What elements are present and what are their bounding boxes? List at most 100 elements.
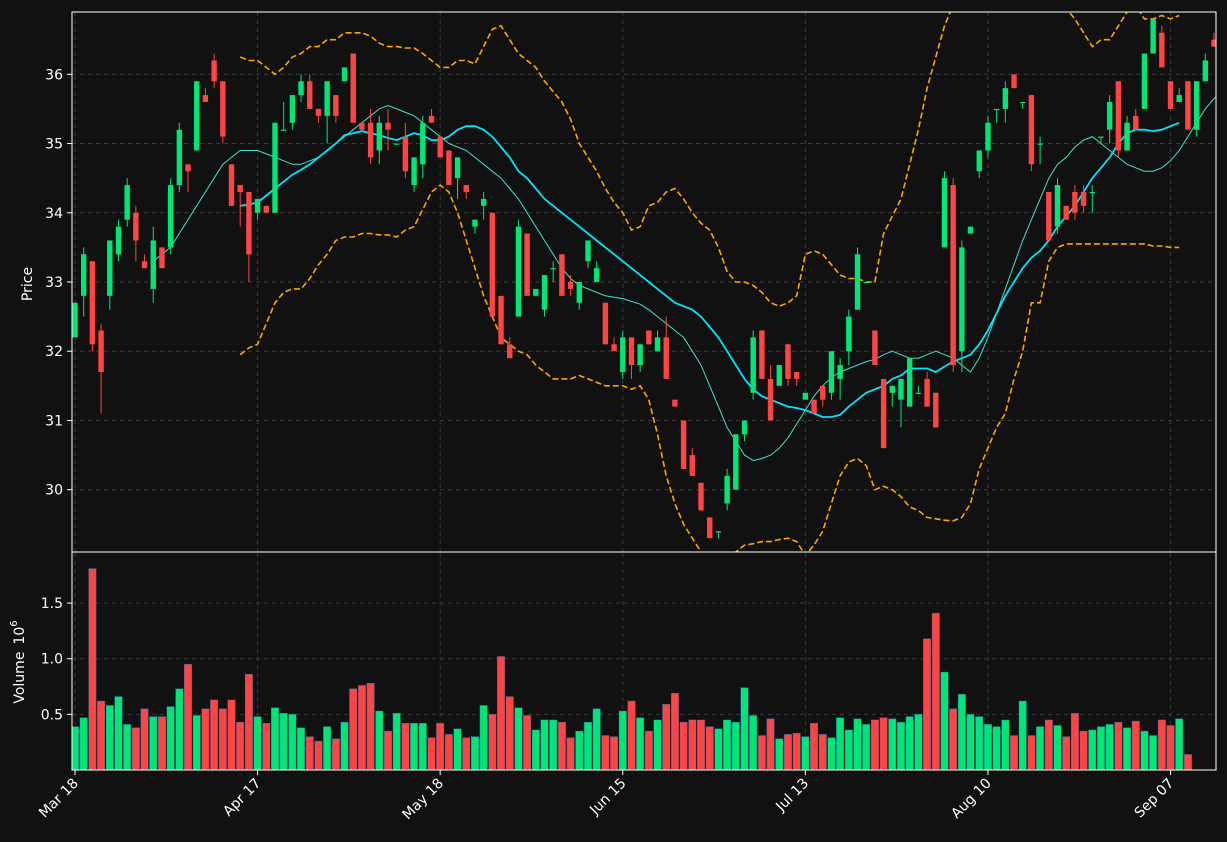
- volume-bar: [662, 704, 671, 770]
- volume-bar: [1175, 718, 1184, 770]
- candle-body: [1054, 185, 1061, 227]
- candle-body: [593, 268, 600, 282]
- volume-bar: [114, 696, 123, 770]
- volume-bar: [323, 726, 332, 770]
- candle-body: [1141, 53, 1148, 109]
- candle-body: [576, 282, 582, 303]
- volume-bar: [340, 721, 349, 770]
- candle-body: [724, 475, 730, 504]
- candle-body: [446, 150, 452, 186]
- bollinger-lower-line: [239, 184, 1180, 552]
- volume-bar: [966, 714, 975, 770]
- candle-body: [715, 531, 722, 533]
- candle-body: [524, 233, 530, 296]
- volume-bar: [940, 671, 949, 770]
- candle-body: [567, 282, 574, 289]
- candle-body: [811, 399, 817, 414]
- volume-bar: [844, 729, 853, 770]
- volume-bar: [262, 723, 271, 770]
- volume-bar: [444, 734, 453, 770]
- volume-bar: [905, 716, 914, 770]
- candle-body: [628, 337, 635, 366]
- volume-bar: [757, 735, 766, 770]
- price-y-ticks: 30 31 32 33 34 35 36: [45, 67, 72, 499]
- candle-body: [889, 385, 895, 393]
- candle-body: [646, 330, 652, 345]
- candle-body: [1098, 136, 1104, 138]
- candle-body: [402, 136, 409, 172]
- candle-body: [272, 122, 278, 213]
- candle-body: [246, 192, 252, 255]
- candle-body: [237, 185, 243, 192]
- candle-body: [185, 164, 191, 172]
- candle-body: [1106, 102, 1113, 130]
- volume-bar: [1097, 726, 1105, 770]
- volume-panel-frame: [71, 551, 1217, 771]
- candle-body: [202, 95, 209, 102]
- candle-body: [133, 212, 139, 241]
- volume-bar: [1088, 729, 1097, 770]
- volume-bar: [1027, 735, 1036, 770]
- volume-bar: [314, 740, 323, 770]
- volume-bar: [540, 719, 549, 770]
- volume-bar: [601, 735, 610, 770]
- candle-body: [489, 212, 496, 317]
- volume-bar: [479, 705, 488, 770]
- volume-bar: [279, 713, 288, 770]
- candle-body: [1080, 192, 1087, 206]
- candle-body: [454, 157, 461, 179]
- candle-body: [315, 108, 322, 116]
- volume-axis-label: Volume: [12, 652, 28, 704]
- volume-bar: [1070, 713, 1079, 770]
- candle-body: [906, 358, 913, 407]
- volume-bar: [575, 730, 584, 770]
- volume-bar: [497, 656, 505, 770]
- volume-bar: [731, 721, 740, 770]
- volume-bar: [253, 716, 262, 770]
- volume-bar: [131, 727, 140, 770]
- volume-bar: [514, 707, 523, 770]
- volume-bar: [1044, 719, 1053, 770]
- volume-tick-label: 1.5: [41, 596, 63, 612]
- candle-body: [620, 337, 626, 372]
- candle-body: [507, 344, 513, 359]
- candle-body: [985, 122, 991, 151]
- volume-bar: [853, 718, 862, 770]
- candle-body: [707, 517, 713, 539]
- candle-body: [89, 261, 96, 345]
- candle-body: [1089, 192, 1095, 194]
- volume-bar: [931, 612, 940, 770]
- candle-body: [741, 420, 748, 435]
- volume-bar: [523, 715, 532, 770]
- indicator-lines: [152, 12, 1216, 552]
- candle-body: [115, 226, 122, 255]
- candle-body: [280, 129, 287, 131]
- volume-bar: [888, 718, 897, 770]
- candle-body: [141, 261, 148, 269]
- volume-bar: [897, 721, 905, 770]
- candle-body: [915, 392, 922, 394]
- candle-body: [637, 344, 643, 366]
- volume-bar: [331, 738, 340, 770]
- candle-body: [437, 136, 443, 158]
- candle-body: [698, 482, 704, 511]
- candle-body: [680, 420, 687, 469]
- candle-body: [1063, 205, 1069, 220]
- volume-bar: [627, 700, 636, 770]
- volume-bar: [1036, 726, 1045, 770]
- candle-body: [854, 254, 861, 310]
- candle-body: [880, 378, 887, 449]
- candle-body: [863, 282, 869, 284]
- volume-bar: [366, 683, 375, 770]
- volume-bar: [166, 706, 175, 770]
- price-axis-title: Price: [20, 267, 36, 301]
- candle-body: [211, 60, 217, 82]
- volume-bar: [1140, 730, 1149, 770]
- candle-body: [1167, 81, 1174, 109]
- candle-body: [289, 95, 296, 123]
- candle-body: [1037, 143, 1043, 145]
- volume-bar: [357, 685, 366, 770]
- volume-bar: [192, 715, 201, 770]
- volume-bar: [158, 716, 166, 770]
